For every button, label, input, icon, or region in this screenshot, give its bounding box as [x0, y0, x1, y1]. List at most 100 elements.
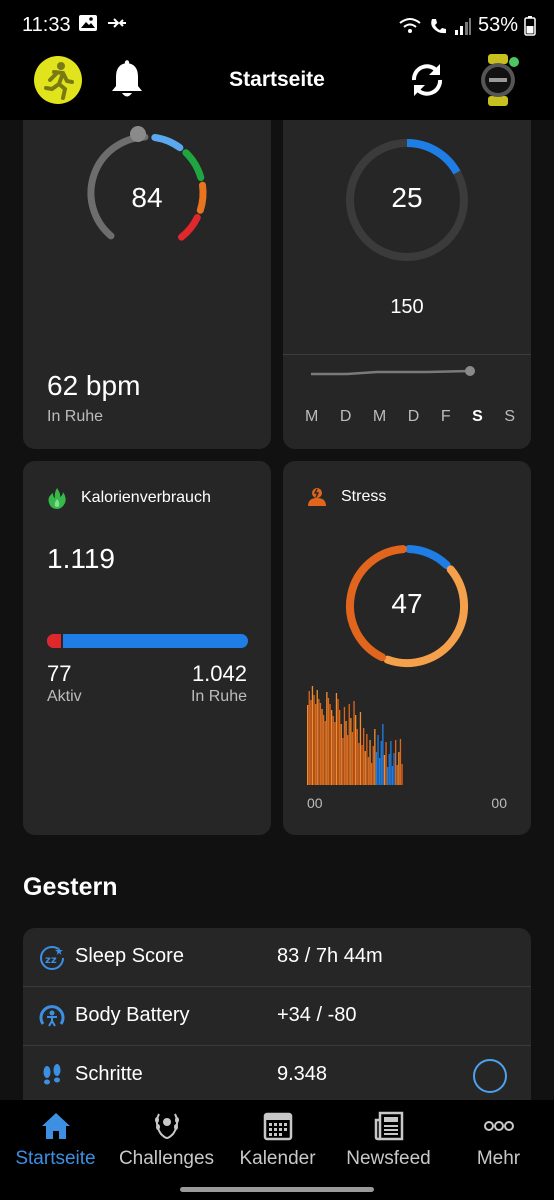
heart-rate-gauge — [87, 126, 207, 241]
stress-bar — [343, 707, 346, 785]
status-time: 11:33 — [22, 14, 71, 36]
intensity-minutes-card[interactable]: 25 150 M D M D F S S — [283, 120, 531, 449]
sync-icon[interactable] — [406, 60, 448, 100]
active-calories-value: 77 — [47, 661, 72, 686]
resting-calories-label: In Ruhe — [190, 688, 247, 705]
content-scroll[interactable]: 84 62 bpm In Ruhe 25 150 M D M D F S S — [0, 120, 554, 1100]
list-item-sleep-score[interactable]: zz Sleep Score 83 / 7h 44m — [23, 928, 531, 987]
stress-bar — [399, 739, 402, 785]
calories-card[interactable]: Kalorienverbrauch 1.119 77 Aktiv 1.042 I… — [23, 461, 271, 835]
stress-bar — [388, 754, 390, 785]
heart-rate-zone-arc — [196, 181, 207, 214]
card-divider — [283, 354, 531, 355]
nav-item-home[interactable]: Startseite — [0, 1110, 111, 1170]
stress-title: Stress — [341, 488, 387, 505]
steps-goal-ring — [473, 1059, 507, 1093]
stress-bar — [321, 709, 323, 785]
flame-icon — [48, 488, 66, 509]
stress-bar — [383, 755, 386, 785]
body-battery-icon — [39, 1005, 65, 1027]
heart-rate-zone-arc — [151, 134, 184, 152]
nav-item-calendar[interactable]: Kalender — [222, 1110, 333, 1170]
nav-label: Kalender — [239, 1148, 316, 1169]
nav-item-newsfeed[interactable]: Newsfeed — [333, 1110, 444, 1170]
heart-rate-card[interactable]: 84 62 bpm In Ruhe — [23, 120, 271, 449]
intensity-progress-arc — [406, 139, 461, 175]
stress-bar — [379, 758, 381, 785]
nav-label: Startseite — [15, 1148, 96, 1169]
weekday-label: F — [440, 408, 451, 425]
stress-bar — [342, 738, 344, 785]
stress-bar — [316, 690, 318, 785]
status-bar: 11:33 53% — [0, 0, 554, 40]
stress-bar — [348, 704, 350, 785]
stress-bar — [390, 741, 392, 785]
stress-ring-arc — [405, 545, 451, 569]
nav-label: Newsfeed — [346, 1148, 431, 1169]
stress-bar — [313, 695, 315, 785]
stress-icon — [308, 488, 326, 506]
stress-bar — [353, 701, 355, 785]
stress-bar — [372, 746, 374, 785]
stress-bar — [398, 752, 400, 785]
stress-ring-arc — [383, 565, 468, 668]
nav-item-more[interactable]: Mehr — [443, 1110, 554, 1170]
stress-bar — [311, 686, 314, 785]
watch-device-icon[interactable] — [476, 54, 520, 106]
list-item-body-battery[interactable]: Body Battery +34 / -80 — [23, 987, 531, 1046]
gallery-icon — [79, 15, 97, 31]
bell-icon[interactable] — [108, 60, 146, 100]
resting-heart-rate-value: 62 bpm — [47, 370, 141, 401]
section-title-yesterday: Gestern — [23, 873, 118, 901]
stress-gauge — [345, 545, 468, 668]
stress-bar — [331, 710, 333, 785]
stress-bar — [315, 704, 317, 785]
nav-label: Challenges — [118, 1148, 215, 1169]
row-label: Sleep Score — [75, 945, 184, 967]
status-left-icons — [78, 14, 128, 32]
stress-bar — [374, 729, 376, 785]
svg-text:zz: zz — [45, 955, 57, 966]
calories-bar-separator — [60, 634, 63, 648]
row-value: 83 / 7h 44m — [277, 945, 383, 967]
gesture-bar[interactable] — [180, 1187, 374, 1192]
avatar[interactable] — [34, 56, 82, 104]
stress-bar — [307, 705, 309, 785]
weekday-label: D — [407, 408, 420, 425]
stress-bar — [310, 700, 312, 785]
news-icon — [374, 1111, 403, 1141]
stress-bar — [324, 721, 326, 785]
calories-card-header: Kalorienverbrauch — [47, 487, 211, 509]
battery-percent: 53% — [477, 14, 518, 36]
home-icon — [41, 1113, 70, 1139]
row-value: 9.348 — [277, 1063, 328, 1085]
resting-heart-rate-label: In Ruhe — [47, 408, 104, 425]
heart-rate-zone-arc — [178, 214, 201, 241]
calories-bar — [47, 634, 248, 648]
stress-bar — [382, 724, 384, 785]
stress-bar — [323, 715, 325, 785]
app-header: Startseite — [0, 40, 554, 120]
stress-bar — [308, 691, 310, 785]
stress-bar — [369, 740, 371, 785]
stress-value: 47 — [391, 588, 423, 619]
list-item-steps[interactable]: Schritte 9.348 — [23, 1046, 531, 1100]
stress-bar — [347, 735, 349, 785]
nav-item-challenges[interactable]: Challenges — [111, 1110, 222, 1170]
more-icon — [483, 1121, 514, 1131]
stress-bar — [364, 751, 366, 785]
stress-card[interactable]: Stress 47 00 00 — [283, 461, 531, 835]
stress-bar — [332, 716, 334, 785]
stress-bar — [380, 741, 382, 785]
stress-bar — [401, 764, 403, 785]
active-calories-label: Aktiv — [47, 688, 82, 705]
calories-total: 1.119 — [47, 543, 115, 574]
stress-bar — [396, 765, 398, 785]
stress-bar — [329, 704, 331, 785]
weekday-label: S — [504, 408, 515, 425]
stress-axis-end: 00 — [491, 795, 507, 811]
stress-bar — [377, 735, 379, 785]
stress-bar — [340, 724, 342, 785]
status-right: 53% — [398, 14, 536, 37]
stress-bar — [334, 722, 336, 785]
